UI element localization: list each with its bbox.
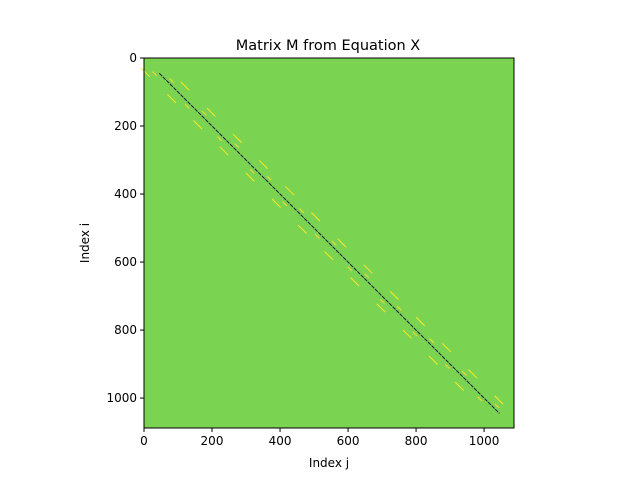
y-tick-label: 200 bbox=[114, 119, 137, 133]
y-axis-ticks: 0 200 400 600 800 1000 bbox=[106, 51, 144, 405]
y-tick-label: 1000 bbox=[106, 391, 137, 405]
y-tick-label: 0 bbox=[129, 51, 137, 65]
diagonal-band-3 bbox=[169, 78, 504, 413]
x-tick-label: 1000 bbox=[469, 434, 500, 448]
x-tick-label: 200 bbox=[201, 434, 224, 448]
diagonal-band-4 bbox=[152, 71, 487, 406]
diagonal-band-2 bbox=[140, 67, 469, 396]
diagonal-bands bbox=[140, 67, 508, 414]
y-tick-label: 600 bbox=[114, 255, 137, 269]
y-axis-title: Index i bbox=[78, 223, 92, 263]
diagonal-band-1 bbox=[180, 81, 508, 409]
x-axis-ticks: 0 200 400 600 800 1000 bbox=[140, 428, 499, 448]
x-tick-label: 400 bbox=[269, 434, 292, 448]
y-tick-label: 800 bbox=[114, 323, 137, 337]
x-tick-label: 0 bbox=[140, 434, 148, 448]
x-tick-label: 600 bbox=[337, 434, 360, 448]
x-axis-title: Index j bbox=[309, 456, 349, 470]
chart-title: Matrix M from Equation X bbox=[236, 38, 421, 54]
plot-frame bbox=[143, 57, 515, 429]
x-tick-label: 800 bbox=[405, 434, 428, 448]
diagonal-band-0 bbox=[158, 72, 500, 414]
y-tick-label: 400 bbox=[114, 187, 137, 201]
